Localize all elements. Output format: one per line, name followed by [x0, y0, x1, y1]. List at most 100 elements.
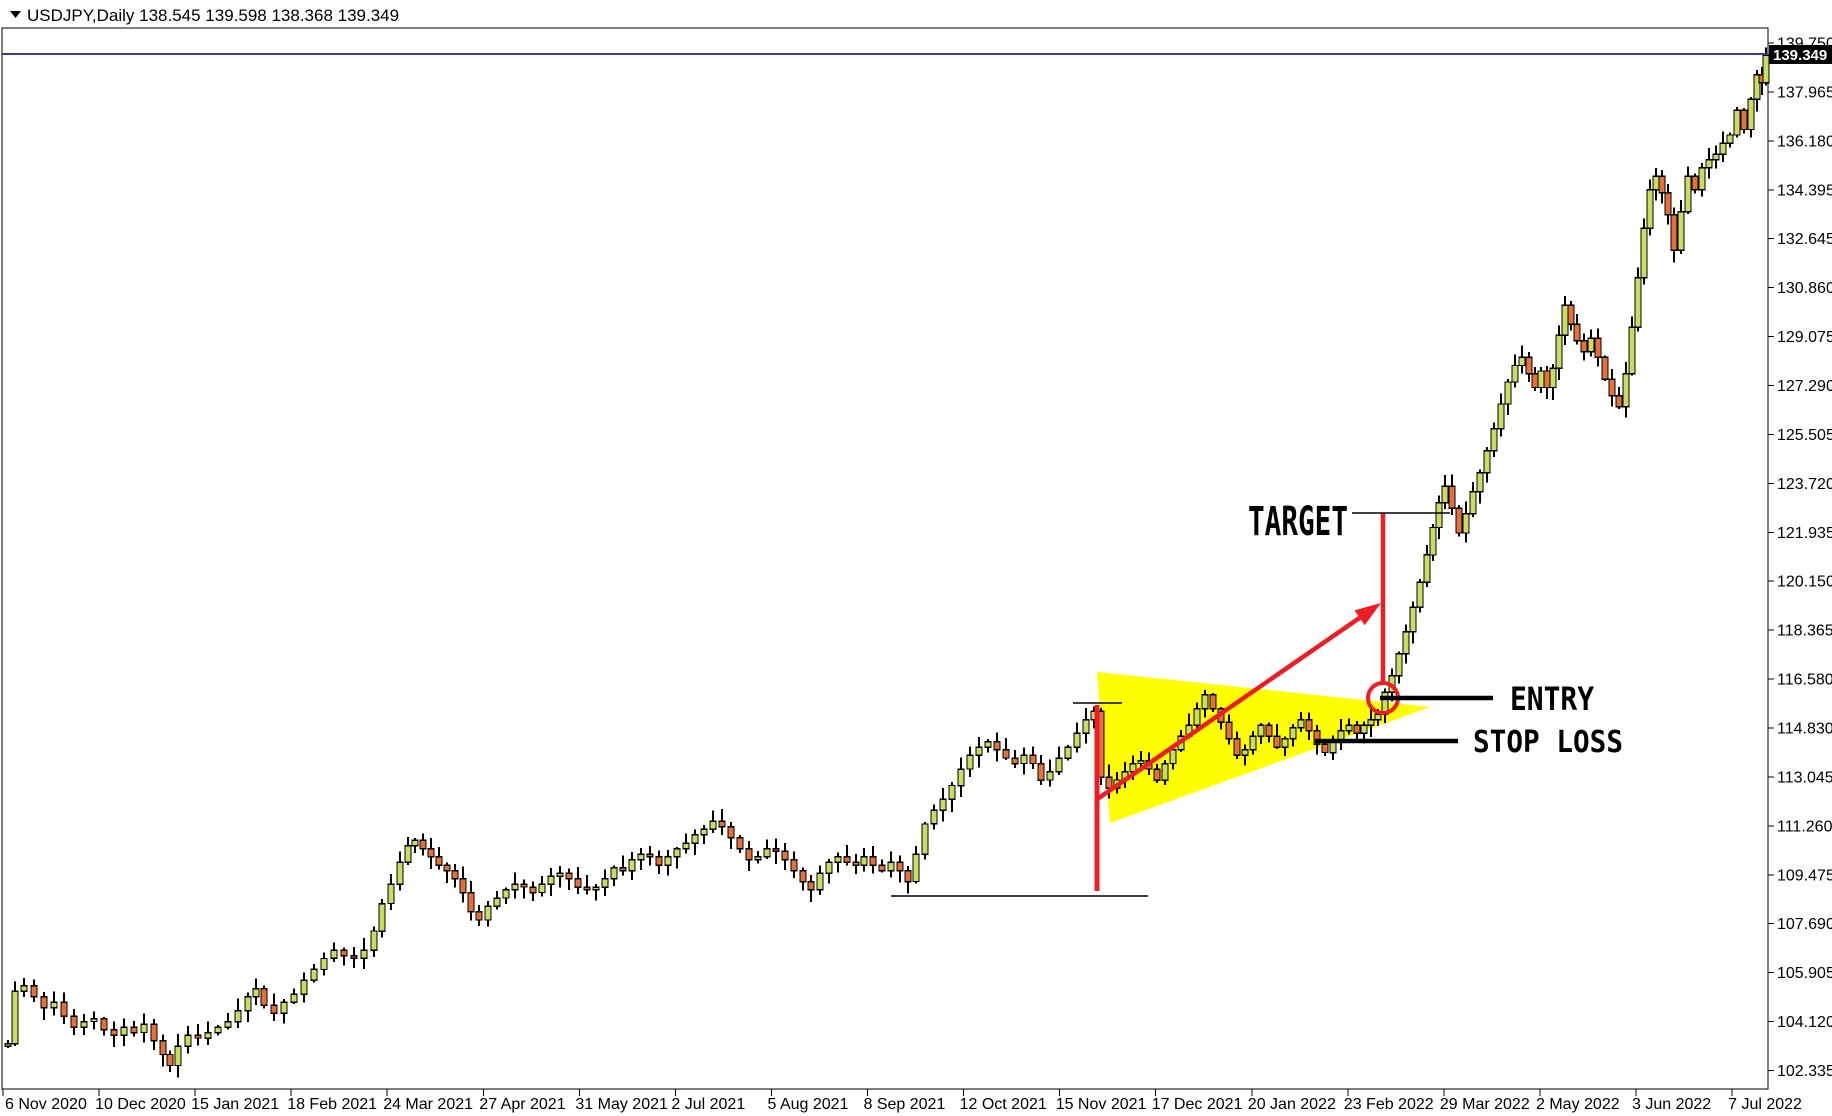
bull-candle: [763, 848, 771, 858]
bear-candle: [727, 826, 735, 839]
bear-candle: [878, 864, 886, 872]
bull-candle: [1257, 724, 1265, 737]
analysis-drawings-layer[interactable]: [891, 512, 1493, 897]
target-label[interactable]: TARGET: [1248, 499, 1348, 545]
bear-candle: [781, 850, 789, 861]
bull-candle: [1137, 760, 1145, 765]
date-axis-label: 3 Jun 2022: [1632, 1096, 1711, 1113]
bull-candle: [1511, 364, 1519, 383]
bear-candle: [1233, 738, 1241, 757]
bull-candle: [682, 842, 690, 850]
bull-candle: [1652, 175, 1660, 191]
bull-candle: [1549, 367, 1557, 389]
bear-candle: [435, 856, 443, 866]
price-axis-label: 116.580: [1777, 672, 1832, 689]
bull-candle: [184, 1034, 192, 1048]
bull-candle: [224, 1020, 232, 1028]
bull-candle: [921, 823, 929, 855]
bull-candle: [754, 856, 762, 861]
price-axis-label: 113.045: [1777, 770, 1832, 787]
date-axis-label: 18 Feb 2021: [287, 1096, 377, 1113]
bull-candle: [50, 1001, 58, 1009]
breakout-arrow-head[interactable]: [1354, 603, 1382, 626]
date-axis-label: 27 Apr 2021: [479, 1096, 565, 1113]
bear-candle: [451, 869, 459, 880]
bear-candle: [1153, 768, 1161, 781]
breakout-arrow-line[interactable]: [1094, 609, 1371, 802]
bear-candle: [1615, 395, 1623, 408]
bull-candle: [11, 990, 19, 1045]
bull-candle: [1082, 718, 1090, 734]
current-price-tag: 139.349: [1769, 45, 1832, 64]
bull-candle: [930, 809, 938, 825]
bull-candle: [1646, 189, 1654, 229]
date-axis-label: 10 Dec 2020: [95, 1096, 186, 1113]
bear-candle: [40, 996, 48, 1009]
stop-loss-label[interactable]: STOP LOSS: [1473, 725, 1623, 760]
bear-candle: [1580, 340, 1588, 353]
bull-candle: [601, 878, 609, 888]
bear-candle: [70, 1015, 78, 1028]
bull-candle: [204, 1031, 212, 1039]
date-axis-label: 15 Jan 2021: [191, 1096, 279, 1113]
bull-candle: [1441, 485, 1449, 504]
price-axis-label: 107.690: [1777, 916, 1832, 933]
bull-candle: [556, 872, 564, 877]
bull-candle: [1020, 754, 1028, 765]
bull-candle: [1249, 735, 1257, 751]
price-axis-label: 136.180: [1777, 133, 1832, 150]
pennant-triangle[interactable]: [1097, 672, 1430, 823]
bull-candle: [1064, 746, 1072, 759]
price-axis-label: 134.395: [1777, 182, 1832, 199]
bull-candle: [493, 897, 501, 907]
bear-candle: [467, 891, 475, 913]
bear-candle: [529, 886, 537, 894]
bear-candle: [807, 880, 815, 891]
price-axis-label: 111.260: [1777, 818, 1832, 835]
plot-border: [1, 27, 1769, 1090]
date-axis-label: 6 Nov 2020: [5, 1096, 87, 1113]
bull-candle: [1698, 167, 1706, 191]
price-axis-label: 129.075: [1777, 329, 1832, 346]
bull-candle: [1719, 142, 1727, 155]
bull-candle: [592, 886, 600, 891]
bear-candle: [1573, 323, 1581, 342]
bear-candle: [1658, 175, 1666, 194]
bull-candle: [1201, 694, 1209, 710]
bull-candle: [628, 858, 636, 872]
bull-candle: [1497, 403, 1505, 430]
price-axis-label: 130.860: [1777, 280, 1832, 297]
bull-candle: [300, 979, 308, 995]
bull-candle: [1462, 513, 1470, 534]
bull-candle: [700, 828, 708, 836]
bull-candle: [244, 996, 252, 1012]
symbol-dropdown-icon[interactable]: [10, 11, 21, 18]
bull-candle: [1726, 134, 1734, 144]
bull-candle: [140, 1023, 148, 1034]
bull-candle: [234, 1009, 242, 1023]
triangle-pattern-shape[interactable]: [1097, 672, 1430, 823]
bear-candle: [1664, 191, 1672, 216]
date-axis-label: 23 Feb 2022: [1344, 1096, 1434, 1113]
bull-candle: [174, 1045, 182, 1067]
bull-candle: [1367, 718, 1375, 726]
bull-candle: [1281, 738, 1289, 748]
bull-candle: [1073, 732, 1081, 748]
price-axis-label: 132.645: [1777, 231, 1832, 248]
entry-label[interactable]: ENTRY: [1510, 680, 1595, 718]
bear-candle: [1691, 175, 1699, 191]
bull-candle: [80, 1020, 88, 1028]
bear-candle: [1543, 370, 1551, 389]
price-axis-label: 105.905: [1777, 965, 1832, 982]
date-axis-label: 2 May 2022: [1536, 1096, 1620, 1113]
current-price-value: 139.349: [1773, 47, 1827, 64]
bull-candle: [1537, 370, 1545, 389]
bear-candle: [869, 856, 877, 866]
bull-candle: [984, 740, 992, 748]
bull-candle: [1705, 158, 1713, 169]
bull-candle: [957, 768, 965, 787]
bear-candle: [1601, 356, 1609, 380]
bull-candle: [1395, 653, 1403, 677]
bull-candle: [1677, 211, 1685, 251]
